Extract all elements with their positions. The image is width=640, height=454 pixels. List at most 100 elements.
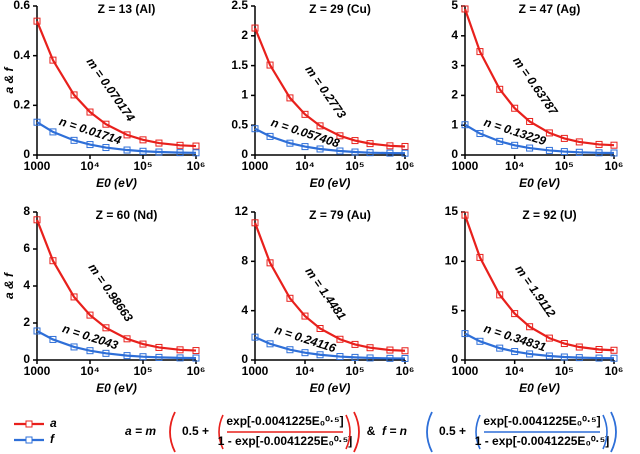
data-point (33, 216, 41, 224)
data-point (351, 340, 359, 348)
x-axis-label: E0 (eV) (310, 176, 351, 190)
paren (602, 414, 608, 450)
x-axis-label: E0 (eV) (519, 176, 560, 190)
x-tick-label: 10⁶ (396, 364, 415, 378)
formula-constant: 0.5 + (182, 424, 209, 438)
data-point (366, 344, 374, 352)
data-point (301, 349, 309, 357)
x-tick-label: 10⁴ (505, 364, 524, 378)
data-point (266, 259, 274, 267)
y-axis-label: a & f (2, 67, 16, 94)
y-tick-label: 2 (451, 88, 458, 102)
chart-title: Z = 47 (Ag) (519, 2, 581, 16)
data-point (301, 143, 309, 151)
data-point (575, 354, 583, 362)
data-point (316, 145, 324, 153)
data-point (575, 148, 583, 156)
data-point (336, 147, 344, 155)
x-tick-label: 10⁵ (134, 364, 153, 378)
data-point (610, 149, 618, 157)
data-point (86, 347, 94, 355)
series-line (464, 332, 615, 360)
paren (345, 414, 351, 450)
data-point (610, 346, 618, 354)
y-tick-label: 5 (451, 303, 458, 317)
data-point (386, 149, 394, 157)
chart-title: Z = 13 (Al) (98, 2, 156, 16)
data-point (336, 335, 344, 343)
data-point (386, 354, 394, 362)
data-point (33, 118, 41, 126)
paren (169, 411, 176, 453)
data-point (560, 353, 568, 361)
data-point (176, 354, 184, 362)
legend-label: a (50, 416, 57, 430)
y-tick-label: 1 (241, 88, 248, 102)
data-point (176, 149, 184, 157)
data-point (461, 121, 469, 129)
x-axis-label: E0 (eV) (96, 381, 137, 395)
series-line (254, 127, 406, 155)
y-tick-label: 6 (23, 241, 30, 255)
x-tick-label: 1000 (452, 364, 479, 378)
paren (218, 414, 224, 450)
series-line (253, 222, 406, 352)
data-point (386, 142, 394, 150)
data-point (123, 131, 131, 139)
data-point (123, 335, 131, 343)
data-point (155, 353, 163, 361)
data-point (139, 136, 147, 144)
data-point (366, 140, 374, 148)
data-point (496, 344, 504, 352)
y-tick-label: 1.5 (231, 58, 248, 72)
data-point (366, 354, 374, 362)
annotation: n = 0.34831 (482, 321, 548, 354)
data-point (123, 352, 131, 360)
chart-title: Z = 92 (U) (522, 208, 576, 222)
data-point (461, 330, 469, 338)
data-point (526, 117, 534, 125)
data-point (401, 142, 409, 150)
y-tick-label: 8 (241, 254, 248, 268)
data-point (192, 347, 200, 355)
data-point (70, 343, 78, 351)
data-point (526, 144, 534, 152)
data-point (545, 352, 553, 360)
data-point (560, 134, 568, 142)
data-point (496, 291, 504, 299)
y-tick-label: 10 (445, 254, 459, 268)
series-line (36, 330, 197, 360)
data-point (351, 137, 359, 145)
y-tick-label: 0 (23, 352, 30, 366)
y-tick-label: 0 (451, 147, 458, 161)
data-point (266, 61, 274, 69)
x-tick-label: 10⁶ (187, 159, 206, 173)
paren (426, 411, 433, 453)
data-point (511, 141, 519, 149)
data-point (251, 125, 259, 133)
data-point (155, 139, 163, 147)
data-point (102, 324, 110, 332)
data-point (610, 354, 618, 362)
data-point (102, 120, 110, 128)
data-point (192, 149, 200, 157)
data-point (545, 146, 553, 154)
y-tick-label: 4 (23, 278, 30, 292)
x-tick-label: 10⁵ (134, 159, 153, 173)
y-tick-label: 0 (23, 147, 30, 161)
data-point (251, 219, 259, 227)
data-point (192, 354, 200, 362)
annotation: n = 0.057408 (269, 115, 341, 150)
series-line (464, 123, 615, 155)
data-point (286, 94, 294, 102)
y-tick-label: 0.5 (231, 117, 248, 131)
y-tick-label: 0.6 (13, 0, 30, 12)
data-point (49, 257, 57, 265)
formula-denominator: 1 - exp[-0.0041225E₀⁰·⁵] (218, 434, 353, 448)
data-point (496, 137, 504, 145)
data-point (401, 347, 409, 355)
data-point (545, 129, 553, 137)
data-point (70, 136, 78, 144)
data-point (595, 345, 603, 353)
